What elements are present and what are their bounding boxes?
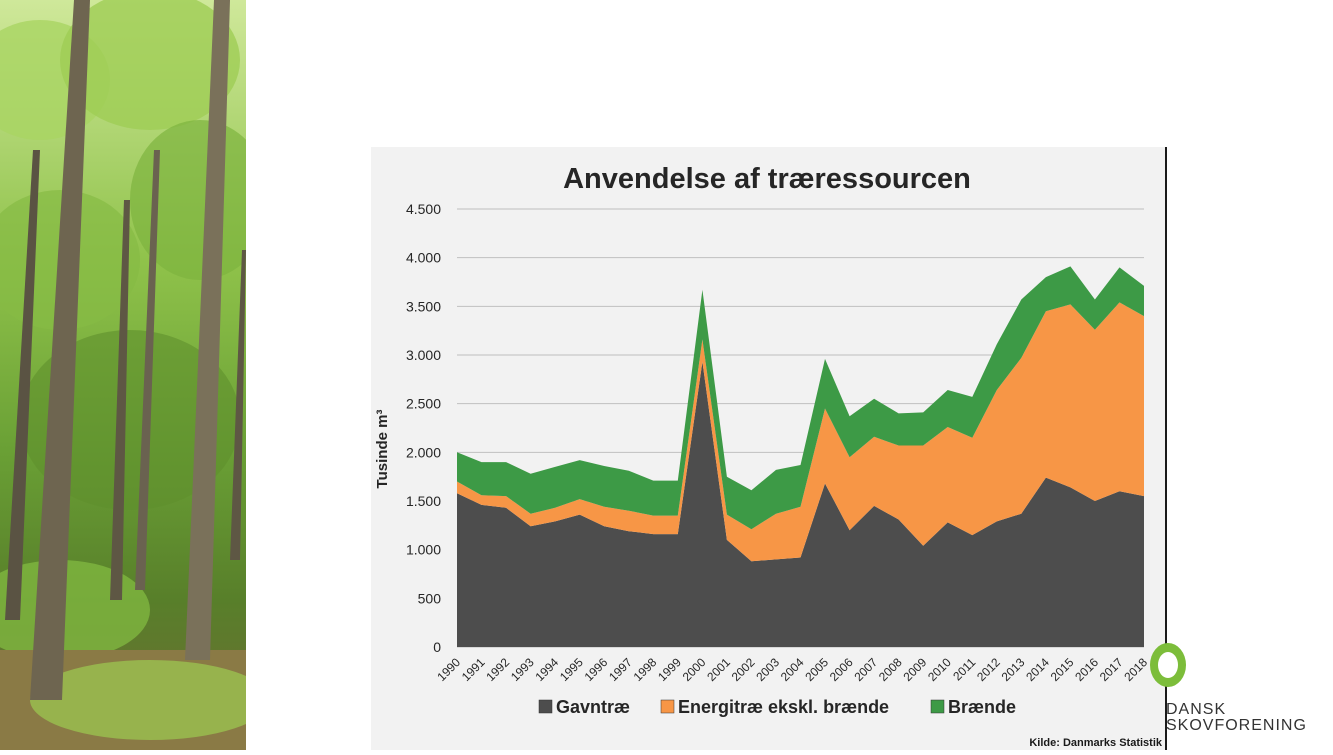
- x-tick-label: 2017: [1097, 655, 1126, 684]
- x-tick-label: 2013: [999, 655, 1028, 684]
- x-tick-label: 2016: [1072, 655, 1101, 684]
- x-tick-label: 1994: [532, 655, 561, 684]
- x-tick-label: 2002: [729, 655, 758, 684]
- x-tick-label: 1998: [631, 655, 660, 684]
- y-tick-label: 2.000: [406, 444, 441, 460]
- x-tick-label: 1991: [459, 655, 488, 684]
- y-tick-label: 2.500: [406, 396, 441, 412]
- x-tick-label: 2010: [925, 655, 954, 684]
- x-tick-label: 2004: [778, 655, 807, 684]
- x-tick-label: 2003: [753, 655, 782, 684]
- area-series-2: [457, 302, 1144, 562]
- x-tick-label: 2011: [950, 655, 978, 683]
- legend-swatch: [930, 699, 945, 714]
- source-note: Kilde: Danmarks Statistik: [1029, 737, 1163, 749]
- x-tick-label: 1995: [557, 655, 586, 684]
- logo-text-line1: DANSK: [1166, 701, 1227, 718]
- legend-label: Gavntræ: [556, 697, 630, 717]
- chart: Anvendelse af træressourcen 0 500 1.000 1.5…: [374, 163, 1163, 749]
- legend-swatch: [660, 699, 675, 714]
- x-tick-label: 2005: [802, 655, 831, 684]
- x-tick-label: 2015: [1048, 655, 1077, 684]
- x-tick-label: 1999: [655, 655, 684, 684]
- y-axis-label: Tusinde m³: [374, 410, 391, 489]
- y-tick-label: 4.000: [406, 250, 441, 266]
- legend-label: Brænde: [948, 697, 1016, 717]
- x-tick-label: 2018: [1121, 655, 1150, 684]
- legend-swatch: [538, 699, 553, 714]
- forest-illustration: [0, 0, 246, 750]
- chart-right-border: [1165, 147, 1167, 750]
- dansk-skovforening-logo: DANSK SKOVFORENING: [1150, 643, 1333, 743]
- y-tick-label: 3.500: [406, 298, 441, 314]
- logo-text-line2: SKOVFORENING: [1166, 717, 1307, 734]
- x-tick-label: 2000: [680, 655, 709, 684]
- x-tick-label: 2006: [827, 655, 856, 684]
- x-tick-label: 2014: [1023, 655, 1052, 684]
- chart-panel: Anvendelse af træressourcen 0 500 1.000 1.5…: [371, 147, 1166, 750]
- y-tick-label: 500: [418, 590, 442, 606]
- y-tick-label: 3.000: [406, 347, 441, 363]
- x-tick-label: 2012: [974, 655, 1003, 684]
- legend: Gavntræ Energitræ ekskl. brænde Brænde: [538, 697, 1016, 717]
- x-tick-label: 1993: [508, 655, 537, 684]
- x-tick-label: 2001: [704, 655, 733, 684]
- x-tick-label: 1990: [434, 655, 463, 684]
- y-tick-label: 1.000: [406, 542, 441, 558]
- x-tick-label: 2009: [901, 655, 930, 684]
- y-tick-label: 1.500: [406, 493, 441, 509]
- x-tick-label: 1997: [606, 655, 635, 684]
- forest-photo: [0, 0, 246, 750]
- y-tick-label: 4.500: [406, 201, 441, 217]
- legend-label: Energitræ ekskl. brænde: [678, 697, 889, 717]
- y-tick-label: 0: [433, 639, 441, 655]
- x-tick-label: 2007: [851, 655, 880, 684]
- chart-title: Anvendelse af træressourcen: [563, 163, 971, 195]
- x-tick-label: 2008: [876, 655, 905, 684]
- area-series-3: [457, 266, 1144, 530]
- x-tick-label: 1996: [582, 655, 611, 684]
- x-tick-label: 1992: [483, 655, 512, 684]
- area-series-1: [457, 361, 1144, 647]
- logo-ring-icon: [1150, 643, 1186, 687]
